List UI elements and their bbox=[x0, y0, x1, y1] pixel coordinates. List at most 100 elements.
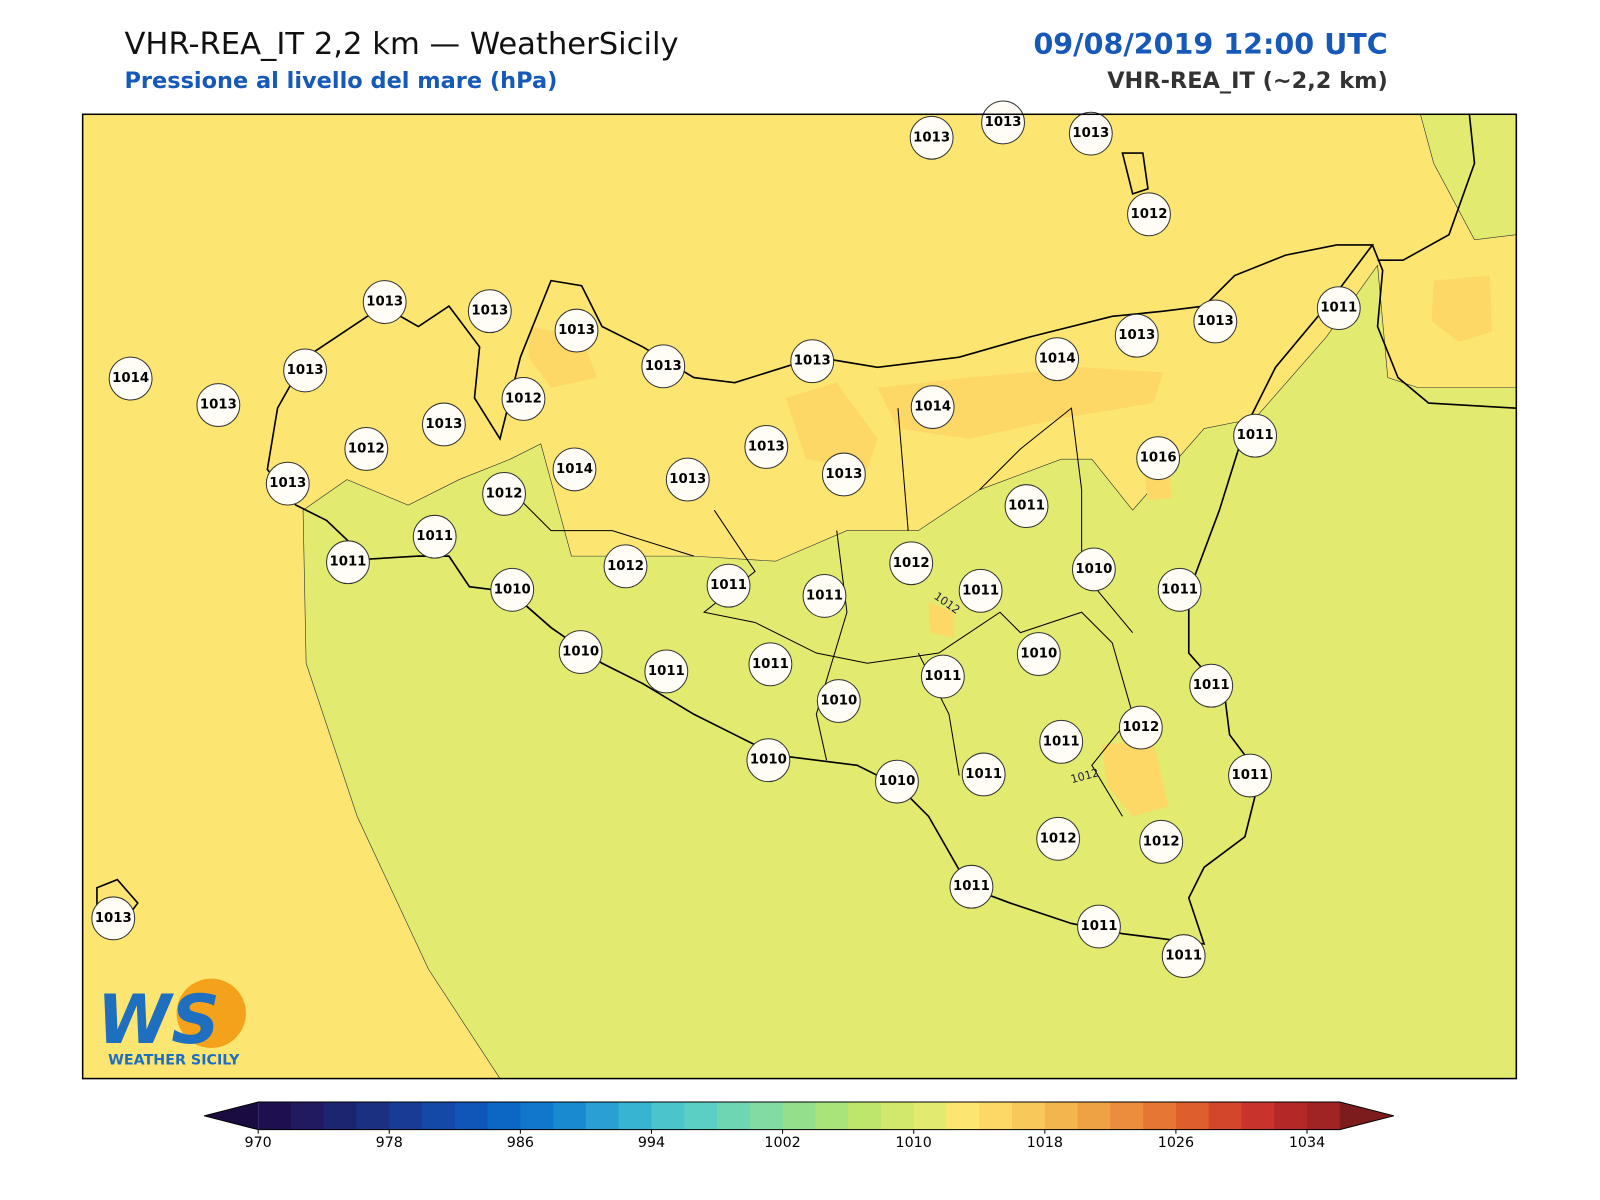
station-marker bbox=[1071, 547, 1116, 592]
station: 1012 bbox=[501, 377, 546, 421]
colorbar-bin bbox=[1077, 1102, 1111, 1130]
station-value: 1010 bbox=[750, 753, 787, 768]
station-value: 1011 bbox=[330, 555, 367, 570]
station-value: 1012 bbox=[1131, 207, 1168, 222]
station: 1011 bbox=[1157, 567, 1202, 612]
station-marker bbox=[362, 280, 407, 324]
province-borders bbox=[499, 407, 1134, 817]
colorbar-over bbox=[1339, 1102, 1394, 1130]
station-value: 1010 bbox=[494, 582, 531, 597]
station-value: 1013 bbox=[794, 354, 831, 369]
station: 1011 bbox=[1077, 904, 1121, 949]
colorbar-bin bbox=[1274, 1102, 1308, 1130]
colorbar-tick-label: 1018 bbox=[1027, 1135, 1063, 1151]
station: 1013 bbox=[665, 457, 710, 502]
station: 1014 bbox=[552, 447, 597, 492]
colorbar-bin bbox=[1208, 1102, 1242, 1130]
station-marker bbox=[1127, 192, 1171, 237]
station-value: 1013 bbox=[471, 304, 508, 319]
station-value: 1013 bbox=[366, 295, 403, 310]
colorbar-bin bbox=[422, 1102, 456, 1130]
station-value: 1013 bbox=[558, 323, 595, 338]
station: 1010 bbox=[1016, 632, 1061, 677]
station: 1013 bbox=[909, 115, 954, 160]
station: 1011 bbox=[1039, 719, 1084, 764]
station: 1013 bbox=[265, 461, 310, 506]
station: 1011 bbox=[706, 563, 751, 608]
station-marker bbox=[1316, 286, 1361, 331]
station-marker bbox=[196, 383, 241, 428]
station-marker bbox=[1016, 632, 1061, 677]
station-marker bbox=[283, 348, 328, 393]
station-value: 1013 bbox=[269, 476, 306, 491]
station-marker bbox=[744, 425, 789, 469]
station: 1011 bbox=[920, 654, 965, 699]
station: 1011 bbox=[1004, 484, 1049, 529]
station-value: 1016 bbox=[1140, 451, 1177, 466]
colorbar-bin bbox=[1241, 1102, 1275, 1130]
station-value: 1011 bbox=[1008, 499, 1045, 514]
colorbar-tick-label: 1026 bbox=[1158, 1135, 1194, 1151]
station: 1011 bbox=[644, 649, 689, 694]
station-value: 1011 bbox=[1165, 949, 1202, 964]
station-marker bbox=[326, 540, 370, 585]
station-marker bbox=[1068, 111, 1113, 156]
station-marker bbox=[909, 115, 954, 160]
colorbar-tick-label: 994 bbox=[638, 1135, 665, 1151]
station-value: 1010 bbox=[1020, 647, 1057, 662]
station-value: 1013 bbox=[200, 398, 237, 413]
station-marker bbox=[558, 630, 603, 674]
station-marker bbox=[816, 679, 861, 723]
station-marker bbox=[421, 402, 466, 447]
station-value: 1011 bbox=[924, 669, 961, 684]
station: 1012 bbox=[344, 427, 389, 471]
station: 1011 bbox=[326, 540, 370, 585]
station-value: 1011 bbox=[806, 588, 843, 603]
station-marker bbox=[265, 461, 310, 506]
colorbar-frame bbox=[203, 1101, 1395, 1131]
subtitle: Pressione al livello del mare (hPa) bbox=[124, 68, 557, 94]
station-value: 1014 bbox=[914, 400, 951, 415]
station-value: 1012 bbox=[893, 556, 930, 571]
colorbar-bin bbox=[880, 1102, 915, 1130]
station-value: 1010 bbox=[562, 645, 599, 660]
station-marker bbox=[490, 567, 535, 612]
colorbar-bin bbox=[454, 1102, 489, 1130]
field-1014 bbox=[528, 275, 1492, 817]
station: 1013 bbox=[421, 402, 466, 447]
station: 1012 bbox=[482, 471, 527, 516]
station-value: 1012 bbox=[607, 559, 644, 574]
colorbar-bin bbox=[684, 1102, 718, 1130]
station-marker bbox=[644, 649, 689, 694]
station-marker bbox=[91, 896, 136, 941]
station-marker bbox=[603, 544, 648, 589]
station-value: 1012 bbox=[1040, 831, 1077, 846]
station: 1010 bbox=[558, 630, 603, 674]
logo-sun bbox=[176, 978, 246, 1048]
map-frame bbox=[81, 113, 1518, 1080]
station: 1011 bbox=[1228, 753, 1272, 798]
logo-text: WEATHER SICILY bbox=[108, 1052, 240, 1068]
station: 1011 bbox=[748, 642, 793, 687]
station-value: 1013 bbox=[645, 359, 682, 374]
colorbar-tick-label: 1002 bbox=[764, 1135, 800, 1151]
station: 1011 bbox=[949, 864, 994, 909]
date: 09/08/2019 12:00 UTC bbox=[1033, 27, 1387, 61]
station-value: 1013 bbox=[748, 439, 785, 454]
station-value: 1011 bbox=[1161, 582, 1198, 597]
station: 1011 bbox=[802, 573, 847, 618]
station-marker bbox=[482, 471, 527, 516]
station: 1013 bbox=[744, 425, 789, 469]
station-marker bbox=[910, 385, 955, 430]
station-value: 1011 bbox=[416, 529, 453, 544]
station: 1010 bbox=[816, 679, 861, 723]
station: 1012 bbox=[1118, 705, 1163, 750]
colorbar-tick-label: 1034 bbox=[1289, 1135, 1325, 1151]
station-marker bbox=[802, 573, 847, 618]
station-value: 1011 bbox=[1237, 428, 1274, 443]
station-marker bbox=[1036, 816, 1081, 861]
station-marker bbox=[412, 514, 457, 559]
station-marker bbox=[706, 563, 751, 608]
colorbar-bin bbox=[1175, 1102, 1210, 1130]
